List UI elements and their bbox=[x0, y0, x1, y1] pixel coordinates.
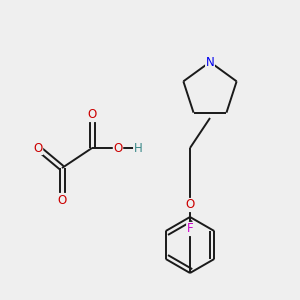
Text: O: O bbox=[87, 109, 97, 122]
Text: O: O bbox=[57, 194, 67, 206]
Text: H: H bbox=[134, 142, 142, 154]
Text: N: N bbox=[206, 56, 214, 68]
Text: F: F bbox=[187, 223, 193, 236]
Text: O: O bbox=[33, 142, 43, 154]
Text: O: O bbox=[113, 142, 123, 154]
Text: O: O bbox=[185, 199, 195, 212]
